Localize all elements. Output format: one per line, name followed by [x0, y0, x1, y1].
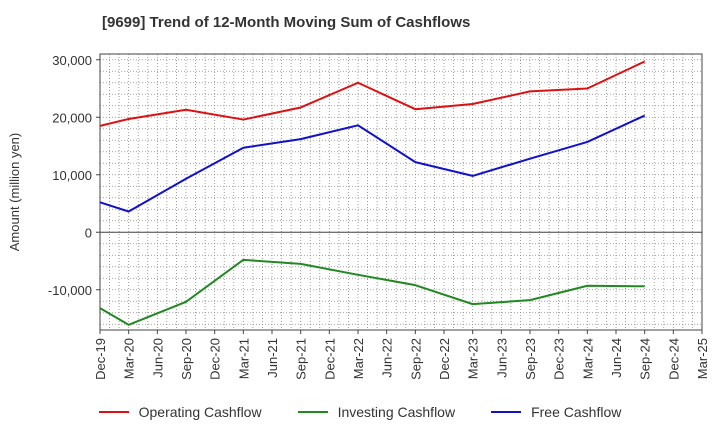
- x-tick-label: Sep-21: [294, 338, 309, 380]
- x-tick-label: Mar-24: [580, 338, 595, 379]
- y-tick-label: 20,000: [52, 110, 92, 125]
- x-tick-label: Dec-22: [437, 338, 452, 380]
- y-tick-label: 10,000: [52, 168, 92, 183]
- legend-swatch-free: [491, 411, 522, 413]
- series-line-2: [99, 114, 646, 213]
- x-tick-label: Jun-22: [380, 338, 395, 378]
- y-tick-label: 30,000: [52, 53, 92, 68]
- legend-swatch-operating: [98, 411, 129, 413]
- legend-item-operating: Operating Cashflow: [98, 404, 262, 420]
- y-tick-label: 0: [85, 225, 92, 240]
- legend-label-operating: Operating Cashflow: [138, 404, 262, 420]
- x-tick-label: Jun-24: [609, 338, 624, 378]
- x-tick-label: Mar-20: [122, 338, 137, 379]
- x-tick-label: Mar-21: [236, 338, 251, 379]
- legend-label-free: Free Cashflow: [531, 404, 622, 420]
- x-tick-label: Dec-20: [208, 338, 223, 380]
- x-tick-label: Sep-22: [408, 338, 423, 380]
- x-tick-label: Jun-23: [494, 338, 509, 378]
- legend-item-free: Free Cashflow: [491, 404, 621, 420]
- x-tick-label: Mar-22: [351, 338, 366, 379]
- x-tick-label: Sep-20: [179, 338, 194, 380]
- y-tick-label: -10,000: [48, 283, 92, 298]
- x-tick-label: Jun-21: [265, 338, 280, 378]
- grid: [99, 54, 703, 330]
- chart-title: [9699] Trend of 12-Month Moving Sum of C…: [102, 14, 471, 31]
- legend-label-investing: Investing Cashflow: [337, 404, 456, 420]
- legend-item-investing: Investing Cashflow: [297, 404, 456, 420]
- x-tick-label: Mar-23: [466, 338, 481, 379]
- x-tick-label: Sep-24: [638, 338, 653, 380]
- x-tick-label: Dec-19: [93, 338, 108, 380]
- series-lines: [99, 60, 646, 326]
- series-line-0: [99, 60, 646, 127]
- x-tick-label: Sep-23: [523, 338, 538, 380]
- x-tick-label: Dec-24: [666, 338, 681, 380]
- x-tick-label: Dec-23: [552, 338, 567, 380]
- x-tick-label: Dec-21: [322, 338, 337, 380]
- x-tick-label: Mar-25: [695, 338, 710, 379]
- x-tick-label: Jun-20: [150, 338, 165, 378]
- y-axis-label: Amount (million yen): [7, 133, 22, 252]
- legend: Operating Cashflow Investing Cashflow Fr…: [0, 404, 720, 420]
- tick-labels: 30,000 20,000 10,000 0 -10,000 Amount (millio…: [7, 53, 710, 380]
- axes: [96, 53, 703, 334]
- series-line-1: [99, 258, 645, 326]
- legend-swatch-investing: [297, 411, 328, 413]
- plot-frame: [99, 53, 703, 331]
